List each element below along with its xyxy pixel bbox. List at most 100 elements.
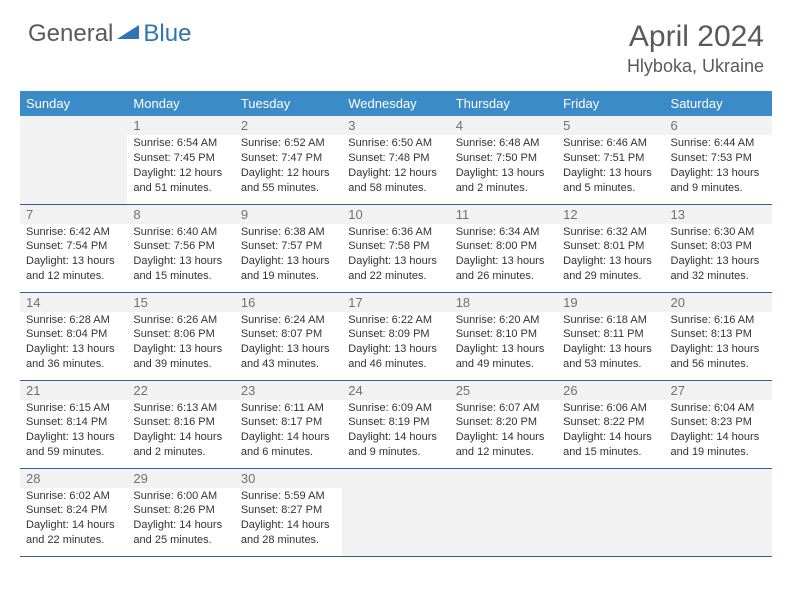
sunrise-line: Sunrise: 5:59 AM bbox=[241, 489, 336, 504]
sunset-line: Sunset: 7:45 PM bbox=[133, 151, 228, 166]
daylight-line: Daylight: 13 hours and 22 minutes. bbox=[348, 254, 443, 284]
day-number: 24 bbox=[342, 381, 449, 400]
sunrise-line: Sunrise: 6:48 AM bbox=[456, 136, 551, 151]
calendar-day-cell: 13Sunrise: 6:30 AMSunset: 8:03 PMDayligh… bbox=[665, 204, 772, 292]
sunset-line: Sunset: 8:20 PM bbox=[456, 415, 551, 430]
sunset-line: Sunset: 7:50 PM bbox=[456, 151, 551, 166]
day-data: Sunrise: 6:36 AMSunset: 7:58 PMDaylight:… bbox=[342, 224, 449, 288]
sunrise-line: Sunrise: 6:54 AM bbox=[133, 136, 228, 151]
calendar-day-cell: 16Sunrise: 6:24 AMSunset: 8:07 PMDayligh… bbox=[235, 292, 342, 380]
sunrise-line: Sunrise: 6:40 AM bbox=[133, 225, 228, 240]
day-number: 15 bbox=[127, 293, 234, 312]
sunrise-line: Sunrise: 6:36 AM bbox=[348, 225, 443, 240]
sunrise-line: Sunrise: 6:13 AM bbox=[133, 401, 228, 416]
calendar-empty-cell bbox=[665, 468, 772, 556]
sunset-line: Sunset: 8:00 PM bbox=[456, 239, 551, 254]
sunset-line: Sunset: 7:48 PM bbox=[348, 151, 443, 166]
sunrise-line: Sunrise: 6:52 AM bbox=[241, 136, 336, 151]
day-data: Sunrise: 6:13 AMSunset: 8:16 PMDaylight:… bbox=[127, 400, 234, 464]
sunset-line: Sunset: 8:09 PM bbox=[348, 327, 443, 342]
day-number: 17 bbox=[342, 293, 449, 312]
calendar-week-row: 1Sunrise: 6:54 AMSunset: 7:45 PM Daylight… bbox=[20, 116, 772, 204]
daylight-line: Daylight: 14 hours and 28 minutes. bbox=[241, 518, 336, 548]
sunset-line: Sunset: 8:13 PM bbox=[671, 327, 766, 342]
day-number: 29 bbox=[127, 469, 234, 488]
sunset-line: Sunset: 7:58 PM bbox=[348, 239, 443, 254]
day-number: 4 bbox=[450, 116, 557, 135]
daylight-line: Daylight: 13 hours and 19 minutes. bbox=[241, 254, 336, 284]
daylight-line: Daylight: 14 hours and 12 minutes. bbox=[456, 430, 551, 460]
calendar-day-cell: 29Sunrise: 6:00 AMSunset: 8:26 PMDayligh… bbox=[127, 468, 234, 556]
daylight-line: Daylight: 13 hours and 9 minutes. bbox=[671, 166, 766, 196]
sunset-line: Sunset: 8:07 PM bbox=[241, 327, 336, 342]
day-data: Sunrise: 6:46 AMSunset: 7:51 PMDaylight:… bbox=[557, 135, 664, 199]
calendar-day-cell: 7Sunrise: 6:42 AMSunset: 7:54 PMDaylight… bbox=[20, 204, 127, 292]
weekday-header: Wednesday bbox=[342, 91, 449, 116]
day-number: 9 bbox=[235, 205, 342, 224]
day-data: Sunrise: 6:15 AMSunset: 8:14 PMDaylight:… bbox=[20, 400, 127, 464]
sunrise-line: Sunrise: 6:34 AM bbox=[456, 225, 551, 240]
day-number: 20 bbox=[665, 293, 772, 312]
daylight-line: Daylight: 14 hours and 22 minutes. bbox=[26, 518, 121, 548]
day-data: Sunrise: 5:59 AMSunset: 8:27 PMDaylight:… bbox=[235, 488, 342, 552]
daylight-line: Daylight: 14 hours and 2 minutes. bbox=[133, 430, 228, 460]
sunset-line: Sunset: 7:56 PM bbox=[133, 239, 228, 254]
calendar-day-cell: 25Sunrise: 6:07 AMSunset: 8:20 PMDayligh… bbox=[450, 380, 557, 468]
sunrise-line: Sunrise: 6:24 AM bbox=[241, 313, 336, 328]
calendar-day-cell: 3Sunrise: 6:50 AMSunset: 7:48 PMDaylight… bbox=[342, 116, 449, 204]
day-number: 10 bbox=[342, 205, 449, 224]
day-data: Sunrise: 6:02 AMSunset: 8:24 PMDaylight:… bbox=[20, 488, 127, 552]
sunset-line: Sunset: 8:16 PM bbox=[133, 415, 228, 430]
day-number: 16 bbox=[235, 293, 342, 312]
day-data: Sunrise: 6:04 AMSunset: 8:23 PMDaylight:… bbox=[665, 400, 772, 464]
day-data: Sunrise: 6:42 AMSunset: 7:54 PMDaylight:… bbox=[20, 224, 127, 288]
day-number: 8 bbox=[127, 205, 234, 224]
sunset-line: Sunset: 7:47 PM bbox=[241, 151, 336, 166]
daylight-line: Daylight: 13 hours and 43 minutes. bbox=[241, 342, 336, 372]
sunrise-line: Sunrise: 6:42 AM bbox=[26, 225, 121, 240]
sunset-line: Sunset: 8:14 PM bbox=[26, 415, 121, 430]
calendar-day-cell: 8Sunrise: 6:40 AMSunset: 7:56 PMDaylight… bbox=[127, 204, 234, 292]
sunrise-line: Sunrise: 6:04 AM bbox=[671, 401, 766, 416]
daylight-line: Daylight: 13 hours and 15 minutes. bbox=[133, 254, 228, 284]
daylight-line: Daylight: 13 hours and 36 minutes. bbox=[26, 342, 121, 372]
day-data: Sunrise: 6:24 AMSunset: 8:07 PMDaylight:… bbox=[235, 312, 342, 376]
calendar-empty-cell bbox=[450, 468, 557, 556]
sunset-line: Sunset: 8:24 PM bbox=[26, 503, 121, 518]
weekday-header: Thursday bbox=[450, 91, 557, 116]
title-block: April 2024 Hlyboka, Ukraine bbox=[627, 20, 764, 77]
sunrise-line: Sunrise: 6:11 AM bbox=[241, 401, 336, 416]
calendar-header-row: SundayMondayTuesdayWednesdayThursdayFrid… bbox=[20, 91, 772, 116]
calendar-day-cell: 5Sunrise: 6:46 AMSunset: 7:51 PMDaylight… bbox=[557, 116, 664, 204]
day-number: 2 bbox=[235, 116, 342, 135]
daylight-line: Daylight: 14 hours and 15 minutes. bbox=[563, 430, 658, 460]
sunrise-line: Sunrise: 6:09 AM bbox=[348, 401, 443, 416]
sunset-line: Sunset: 7:54 PM bbox=[26, 239, 121, 254]
sunrise-line: Sunrise: 6:32 AM bbox=[563, 225, 658, 240]
calendar-week-row: 28Sunrise: 6:02 AMSunset: 8:24 PMDayligh… bbox=[20, 468, 772, 556]
day-data: Sunrise: 6:16 AMSunset: 8:13 PMDaylight:… bbox=[665, 312, 772, 376]
day-data: Sunrise: 6:09 AMSunset: 8:19 PMDaylight:… bbox=[342, 400, 449, 464]
sunrise-line: Sunrise: 6:06 AM bbox=[563, 401, 658, 416]
calendar-empty-cell bbox=[20, 116, 127, 204]
sunrise-line: Sunrise: 6:16 AM bbox=[671, 313, 766, 328]
sunrise-line: Sunrise: 6:07 AM bbox=[456, 401, 551, 416]
day-data: Sunrise: 6:20 AMSunset: 8:10 PMDaylight:… bbox=[450, 312, 557, 376]
logo-text-general: General bbox=[28, 20, 113, 48]
daylight-line: Daylight: 13 hours and 59 minutes. bbox=[26, 430, 121, 460]
calendar-day-cell: 17Sunrise: 6:22 AMSunset: 8:09 PMDayligh… bbox=[342, 292, 449, 380]
calendar-day-cell: 12Sunrise: 6:32 AMSunset: 8:01 PMDayligh… bbox=[557, 204, 664, 292]
sunrise-line: Sunrise: 6:02 AM bbox=[26, 489, 121, 504]
header: General Blue April 2024 Hlyboka, Ukraine bbox=[0, 0, 792, 85]
day-number: 27 bbox=[665, 381, 772, 400]
calendar-table: SundayMondayTuesdayWednesdayThursdayFrid… bbox=[20, 91, 772, 557]
calendar-empty-cell bbox=[557, 468, 664, 556]
day-number: 1 bbox=[127, 116, 234, 135]
calendar-day-cell: 27Sunrise: 6:04 AMSunset: 8:23 PMDayligh… bbox=[665, 380, 772, 468]
sunset-line: Sunset: 8:23 PM bbox=[671, 415, 766, 430]
day-data: Sunrise: 6:06 AMSunset: 8:22 PMDaylight:… bbox=[557, 400, 664, 464]
sunrise-line: Sunrise: 6:50 AM bbox=[348, 136, 443, 151]
day-data: Sunrise: 6:07 AMSunset: 8:20 PMDaylight:… bbox=[450, 400, 557, 464]
calendar-day-cell: 4Sunrise: 6:48 AMSunset: 7:50 PMDaylight… bbox=[450, 116, 557, 204]
day-data: Sunrise: 6:52 AMSunset: 7:47 PMDaylight:… bbox=[235, 135, 342, 199]
